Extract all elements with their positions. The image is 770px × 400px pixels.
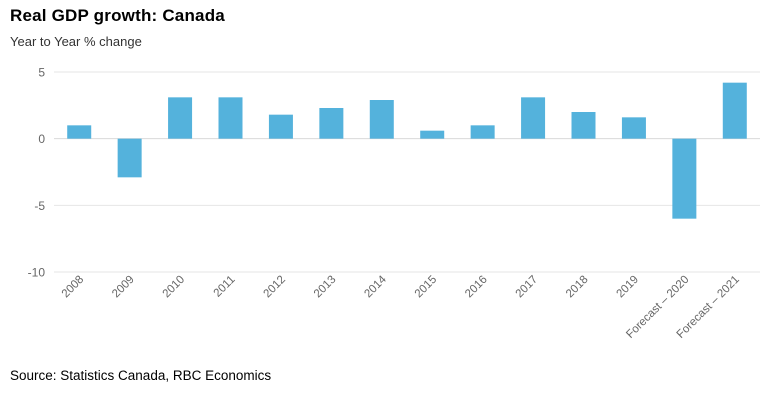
y-tick-label: 5 xyxy=(38,66,45,80)
bar[interactable] xyxy=(521,97,546,139)
bar[interactable] xyxy=(672,138,697,219)
gdp-bar-chart: 5 0 -5 -10 2008 2009 2010 2011 2012 2013 2014 2015 2… xyxy=(28,66,760,341)
x-tick-label: 2011 xyxy=(212,274,238,300)
y-tick-label: -5 xyxy=(34,199,45,213)
bar[interactable] xyxy=(420,130,445,139)
x-tick-label: 2017 xyxy=(514,274,541,301)
x-tick-label: 2013 xyxy=(312,274,339,301)
bar[interactable] xyxy=(218,97,243,139)
bar[interactable] xyxy=(571,112,596,139)
bar[interactable] xyxy=(67,125,92,139)
x-tick-label: 2008 xyxy=(60,274,87,301)
bar[interactable] xyxy=(470,125,495,139)
x-tick-label: 2018 xyxy=(564,274,591,301)
chart-subtitle: Year to Year % change xyxy=(10,34,142,49)
source-note: Source: Statistics Canada, RBC Economics xyxy=(10,368,272,383)
bar[interactable] xyxy=(117,138,142,178)
bar[interactable] xyxy=(369,100,394,139)
bar[interactable] xyxy=(621,117,646,139)
bar[interactable] xyxy=(319,108,344,139)
x-tick-label: 2016 xyxy=(463,274,490,301)
x-tick-label: 2014 xyxy=(362,273,389,300)
bar[interactable] xyxy=(722,82,747,139)
bar[interactable] xyxy=(268,114,293,139)
y-tick-label: -10 xyxy=(28,266,46,280)
x-tick-label: 2010 xyxy=(161,274,188,301)
x-tick-label: 2015 xyxy=(413,274,440,301)
x-tick-label: 2009 xyxy=(110,274,137,301)
x-tick-label: 2019 xyxy=(614,274,641,301)
x-tick-label: 2012 xyxy=(261,274,288,301)
bar[interactable] xyxy=(168,97,193,139)
chart-title: Real GDP growth: Canada xyxy=(10,6,225,25)
y-tick-label: 0 xyxy=(38,132,45,146)
